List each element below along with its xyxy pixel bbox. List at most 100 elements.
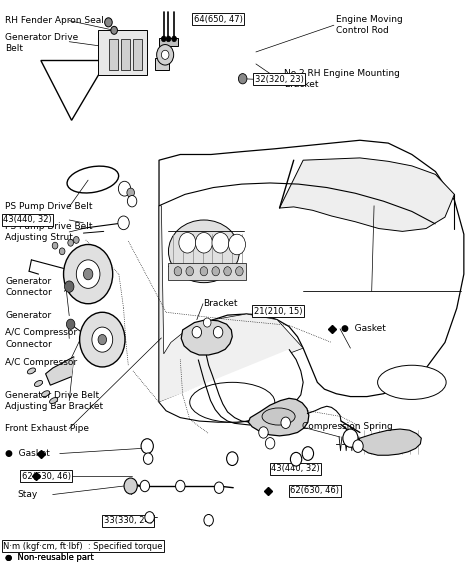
Text: ●  Non-reusable part: ● Non-reusable part: [5, 553, 94, 562]
Text: ●  Gasket: ● Gasket: [5, 449, 50, 458]
Circle shape: [212, 267, 219, 276]
Text: A/C Compressor: A/C Compressor: [5, 358, 78, 367]
Circle shape: [83, 268, 93, 280]
Bar: [168, 263, 246, 280]
Circle shape: [52, 242, 58, 249]
Text: N·m (kgf·cm, ft·lbf)  : Specified torque: N·m (kgf·cm, ft·lbf) : Specified torque: [3, 542, 163, 551]
Circle shape: [236, 267, 243, 276]
Bar: [155, 58, 169, 70]
Circle shape: [302, 447, 314, 460]
Circle shape: [68, 239, 73, 246]
Circle shape: [214, 482, 224, 493]
Circle shape: [186, 267, 193, 276]
Circle shape: [161, 36, 166, 42]
Bar: [133, 39, 142, 70]
Polygon shape: [248, 399, 309, 436]
Text: PS Pump Drive Belt: PS Pump Drive Belt: [5, 202, 93, 211]
Ellipse shape: [262, 408, 295, 425]
Circle shape: [64, 244, 113, 304]
Circle shape: [127, 188, 135, 197]
Circle shape: [166, 36, 171, 42]
Circle shape: [76, 260, 100, 288]
Circle shape: [111, 26, 118, 34]
Ellipse shape: [190, 383, 275, 422]
Text: No.2 RH Engine Mounting
Bracket: No.2 RH Engine Mounting Bracket: [284, 69, 400, 89]
Circle shape: [118, 181, 131, 196]
Text: ●  Non-reusable part: ● Non-reusable part: [5, 553, 94, 562]
Text: Engine Moving
Control Rod: Engine Moving Control Rod: [336, 15, 403, 35]
Polygon shape: [159, 140, 464, 403]
Circle shape: [73, 236, 79, 243]
Circle shape: [281, 417, 291, 428]
Bar: [98, 30, 147, 75]
Circle shape: [212, 232, 229, 253]
Text: Stay: Stay: [17, 490, 37, 499]
Circle shape: [238, 74, 247, 84]
Text: 33(330, 24): 33(330, 24): [104, 516, 153, 525]
Text: Generator Drive Belt
Adjusting Bar Bracket: Generator Drive Belt Adjusting Bar Brack…: [5, 391, 103, 411]
Circle shape: [140, 480, 150, 492]
Circle shape: [259, 427, 268, 438]
Circle shape: [92, 327, 113, 352]
Circle shape: [353, 440, 363, 452]
Text: N·m (kgf·cm, ft·lbf)  : Specified torque: N·m (kgf·cm, ft·lbf) : Specified torque: [5, 542, 165, 551]
Text: PS Pump Drive Belt
Adjusting Strut: PS Pump Drive Belt Adjusting Strut: [5, 222, 93, 242]
Circle shape: [179, 232, 196, 253]
Polygon shape: [159, 206, 303, 403]
Text: Generator Drive
Belt: Generator Drive Belt: [5, 33, 79, 54]
Circle shape: [98, 335, 107, 345]
Text: 21(210, 15): 21(210, 15): [254, 307, 302, 316]
Polygon shape: [181, 320, 232, 355]
Circle shape: [161, 50, 169, 59]
Text: 32(320, 23): 32(320, 23): [255, 75, 304, 84]
Circle shape: [265, 437, 275, 449]
Circle shape: [144, 453, 153, 464]
Ellipse shape: [35, 380, 43, 387]
Ellipse shape: [42, 391, 50, 397]
Circle shape: [124, 478, 137, 494]
Circle shape: [118, 216, 129, 230]
Text: Generator: Generator: [5, 311, 52, 320]
Circle shape: [128, 195, 137, 207]
Circle shape: [228, 234, 246, 255]
Circle shape: [80, 312, 125, 367]
Bar: [159, 38, 178, 46]
Circle shape: [66, 319, 75, 329]
Circle shape: [195, 232, 212, 253]
Text: Generator
Connector: Generator Connector: [5, 277, 52, 297]
Text: A/C Compressor
Connector: A/C Compressor Connector: [5, 328, 78, 348]
Text: 64(650, 47): 64(650, 47): [193, 15, 242, 24]
Text: 62(630, 46): 62(630, 46): [22, 472, 71, 481]
Polygon shape: [357, 429, 421, 455]
Polygon shape: [280, 158, 455, 231]
Circle shape: [224, 267, 231, 276]
Text: Bracket: Bracket: [203, 299, 237, 308]
Circle shape: [172, 36, 176, 42]
Circle shape: [200, 267, 208, 276]
Circle shape: [156, 45, 173, 65]
Text: Compression Spring: Compression Spring: [302, 423, 393, 431]
Circle shape: [203, 318, 211, 327]
Circle shape: [105, 18, 112, 27]
Bar: [109, 39, 118, 70]
Circle shape: [213, 327, 223, 338]
Text: Front Exhaust Pipe: Front Exhaust Pipe: [5, 424, 90, 433]
Bar: [121, 39, 130, 70]
Text: 43(440, 32): 43(440, 32): [271, 464, 320, 473]
Circle shape: [204, 514, 213, 526]
Ellipse shape: [50, 397, 58, 404]
Circle shape: [59, 248, 65, 255]
Text: 62(630, 46): 62(630, 46): [291, 486, 339, 495]
Ellipse shape: [27, 368, 36, 374]
Circle shape: [291, 452, 302, 466]
Text: RH Fender Apron Seal: RH Fender Apron Seal: [5, 16, 104, 25]
Circle shape: [141, 439, 154, 453]
Ellipse shape: [168, 220, 239, 283]
Circle shape: [343, 429, 358, 447]
Polygon shape: [46, 357, 74, 385]
Ellipse shape: [378, 365, 446, 400]
Circle shape: [145, 512, 155, 523]
Circle shape: [192, 327, 201, 338]
Text: 43(440, 32): 43(440, 32): [3, 215, 52, 224]
Circle shape: [64, 281, 74, 292]
